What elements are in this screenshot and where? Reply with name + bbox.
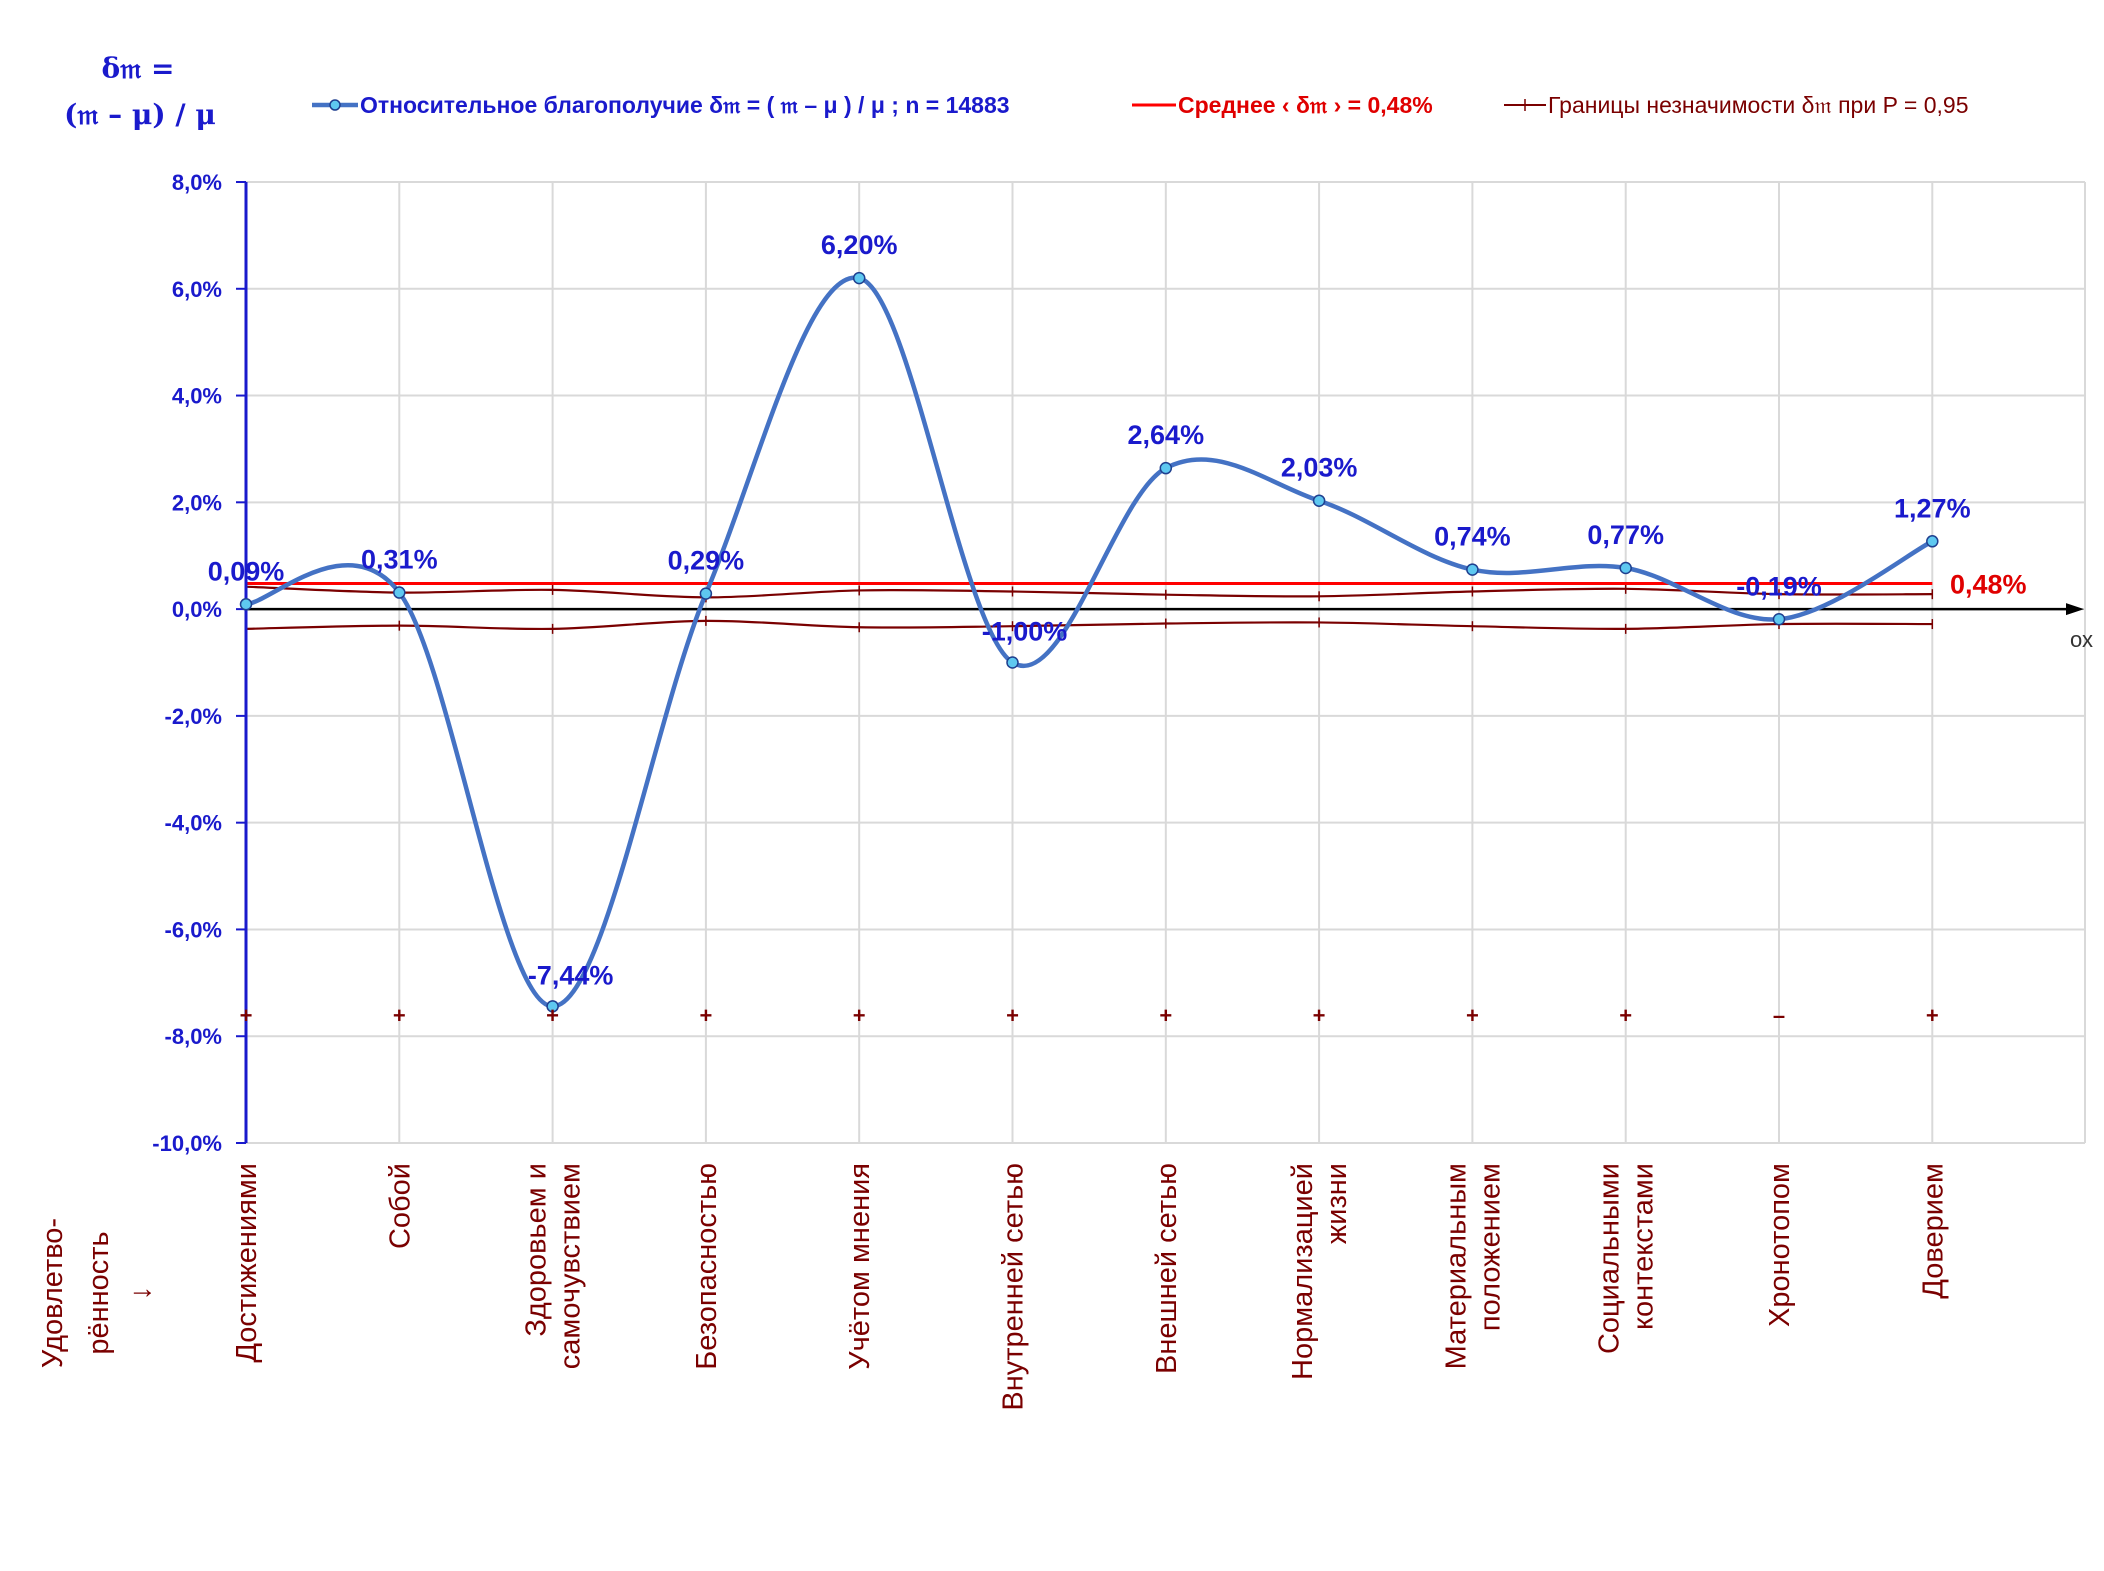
data-point — [1619, 561, 1632, 575]
data-point — [1926, 535, 1939, 548]
data-point — [393, 586, 406, 599]
category-label: положением — [1474, 1163, 1506, 1331]
y-tick-label: -8,0% — [165, 1024, 222, 1049]
legend-marker-main — [329, 99, 341, 111]
legend-label-mean: Среднее ‹ δ𝔪 › = 0,48% — [1178, 92, 1433, 118]
x-axis-label: ох — [2070, 627, 2093, 652]
y-axis-title: (𝔪 – μ) / μ — [64, 98, 216, 131]
significance-mark: + — [1466, 1003, 1479, 1028]
category-label: жизни — [1321, 1163, 1353, 1244]
significance-mark: + — [393, 1003, 406, 1028]
category-label: Собой — [384, 1163, 416, 1249]
category-label: Внешней сетью — [1151, 1163, 1183, 1374]
significance-bounds — [245, 581, 1934, 634]
data-label: -0,19% — [1736, 571, 1822, 601]
category-label: Внутренней сетью — [998, 1163, 1030, 1411]
significance-mark: + — [699, 1003, 712, 1028]
data-label: 2,03% — [1281, 453, 1358, 483]
category-label: самочувствием — [555, 1163, 587, 1369]
category-label: Материальным — [1440, 1163, 1472, 1369]
axis-titles: δ𝔪 = (𝔪 – μ) / μ — [64, 52, 216, 131]
category-label: Нормализацией — [1287, 1163, 1319, 1380]
significance-mark: – — [1773, 1003, 1785, 1028]
significance-mark: + — [1926, 1003, 1939, 1028]
data-label: 0,09% — [208, 556, 285, 586]
data-label: 1,27% — [1894, 493, 1971, 523]
axes: 8,0% 6,0% 4,0% 2,0% 0,0% -2,0% -4,0% -6,0% -8,0%… — [152, 170, 2093, 1156]
category-label: Хронотопом — [1764, 1163, 1796, 1327]
legend-label-main: Относительное благополучие δ𝔪 = ( 𝔪 – μ … — [360, 92, 1010, 118]
main-series-line — [245, 275, 1934, 1009]
significance-mark: + — [240, 1003, 253, 1028]
category-labels: Достижениями Собой Здоровьем и самочувствие… — [37, 1163, 1949, 1411]
y-axis-title: δ𝔪 = — [102, 52, 175, 85]
x-axis-arrow — [2066, 603, 2084, 616]
category-axis-title: ↓ — [125, 1286, 157, 1301]
data-point — [1312, 494, 1326, 507]
y-tick-label: 0,0% — [172, 597, 222, 622]
significance-mark: + — [1159, 1003, 1172, 1028]
data-label: 0,29% — [668, 546, 745, 576]
significance-mark: + — [1006, 1003, 1019, 1028]
data-point — [1159, 461, 1173, 475]
y-tick-label: -4,0% — [165, 811, 222, 836]
data-labels: 0,09% 0,31% -7,44% 0,29% 6,20% -1,00% 2,64% 2,0… — [208, 230, 1971, 990]
y-tick-label: 8,0% — [172, 170, 222, 195]
data-label: 0,77% — [1587, 520, 1664, 550]
significance-mark: + — [546, 1003, 559, 1028]
y-tick-label: -2,0% — [165, 704, 222, 729]
legend-label-bounds: Границы незначимости δ𝔪 при P = 0,95 — [1548, 92, 1969, 118]
data-point — [1006, 656, 1019, 669]
data-label: 2,64% — [1128, 420, 1205, 450]
data-point — [852, 271, 866, 285]
mean-label: 0,48% — [1950, 569, 2027, 599]
data-label: 0,74% — [1434, 522, 1511, 552]
significance-mark: + — [1619, 1003, 1632, 1028]
y-tick-label: 2,0% — [172, 490, 222, 515]
main-series — [239, 271, 1939, 1013]
category-label: Доверием — [1917, 1163, 1949, 1299]
y-tick-label: -6,0% — [165, 917, 222, 942]
y-tick-label: 4,0% — [172, 384, 222, 409]
upper-bound-line — [245, 585, 1933, 599]
category-label: Учётом мнения — [844, 1163, 876, 1370]
data-point — [239, 598, 253, 611]
grid — [246, 181, 2086, 1144]
data-label: 0,31% — [361, 545, 438, 575]
category-label: Достижениями — [231, 1163, 263, 1363]
category-label: контекстами — [1628, 1163, 1660, 1330]
category-label: Здоровьем и — [521, 1163, 553, 1337]
y-tick-label: 6,0% — [172, 277, 222, 302]
data-label: -1,00% — [982, 617, 1068, 647]
data-label: 6,20% — [821, 230, 898, 260]
category-label: Социальными — [1594, 1163, 1626, 1354]
data-point — [1466, 563, 1479, 576]
data-point — [1772, 613, 1786, 626]
significance-mark: + — [1313, 1003, 1326, 1028]
data-label: -7,44% — [528, 960, 614, 990]
category-label: Безопасностью — [691, 1163, 723, 1370]
lower-bound-line — [245, 619, 1933, 631]
y-tick-label: -10,0% — [152, 1131, 222, 1156]
data-point — [546, 1000, 559, 1013]
legend: Относительное благополучие δ𝔪 = ( 𝔪 – μ … — [312, 92, 1969, 118]
category-axis-title: рённость — [83, 1231, 115, 1354]
category-axis-title: Удовлетво- — [37, 1218, 69, 1368]
significance-marks: + + + + + + + + + + – + — [240, 1003, 1939, 1028]
data-point — [699, 587, 713, 600]
significance-mark: + — [853, 1003, 866, 1028]
